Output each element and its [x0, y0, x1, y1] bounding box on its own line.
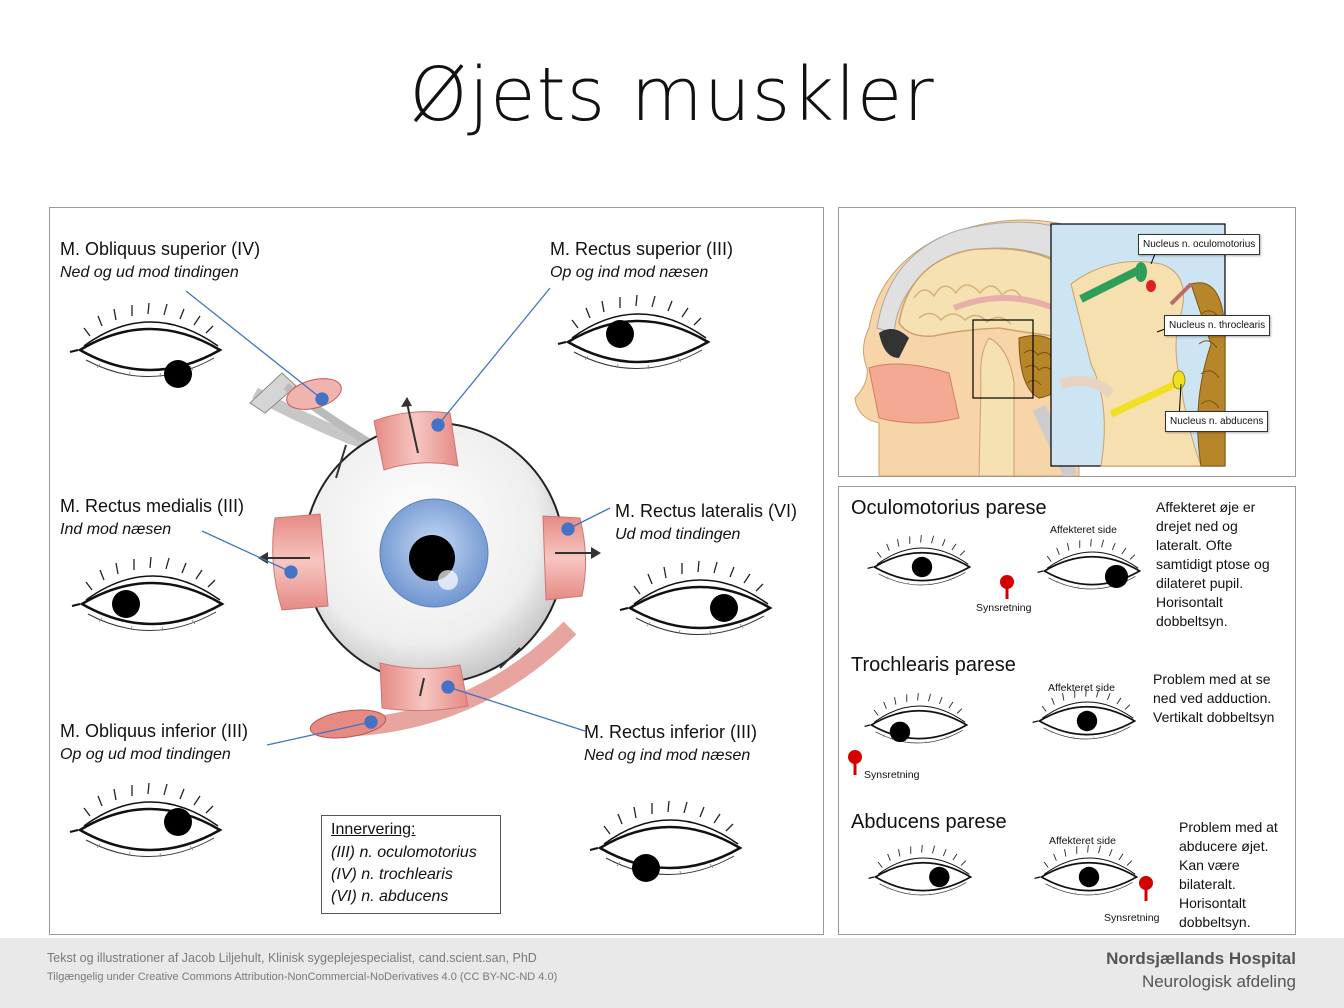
eye-rectus-lateralis: [618, 559, 772, 637]
muscle-function: Op og ud mod tindingen: [60, 746, 231, 763]
eye-obliquus-superior: [68, 301, 222, 388]
paresis-description: Problem med at se ned ved adduction. Ver…: [1153, 671, 1275, 725]
footer-dept: Neurologisk afdeling: [1141, 972, 1296, 991]
footer-credit: Tekst og illustrationer af Jacob Liljehu…: [47, 951, 537, 965]
innervation-line: (VI) n. abducens: [331, 888, 449, 905]
nucleus-label: Nucleus n. oculomotorius: [1138, 234, 1261, 255]
innervation-line: (IV) n. trochlearis: [331, 866, 453, 883]
muscles-panel: M. Obliquus superior (IV) Ned og ud mod …: [49, 207, 824, 935]
muscle-function: Ned og ud mod tindingen: [60, 264, 239, 281]
muscle-function: Ned og ind mod næsen: [584, 747, 751, 764]
muscle-name: M. Obliquus inferior (III): [60, 721, 249, 741]
brain-illustration: [854, 219, 1226, 476]
innervation-line: (III) n. oculomotorius: [331, 844, 477, 861]
muscle-function: Ind mod næsen: [60, 521, 172, 538]
eye-normal: [867, 844, 972, 897]
affected-side-label: Affekteret side: [1049, 835, 1116, 847]
muscle-name: M. Obliquus superior (IV): [60, 239, 261, 259]
eye-affected: [863, 692, 968, 745]
paresis-title: Oculomotorius parese: [851, 497, 1047, 519]
gaze-direction-label: Synsretning: [1104, 912, 1160, 924]
footer-org: Nordsjællands Hospital: [1106, 949, 1296, 968]
paresis-description: Problem med at abducere øjet. Kan være b…: [1179, 819, 1278, 930]
muscle-function: Ud mod tindingen: [615, 526, 741, 543]
eye-rectus-medialis: [70, 555, 224, 633]
innervation-heading: Innervering:: [331, 821, 416, 838]
paresis-description: Affekteret øje er drejet ned og lateralt…: [1156, 499, 1270, 629]
eye-affected: [1033, 844, 1138, 897]
muscle-name: M. Rectus superior (III): [550, 239, 734, 259]
eye-affected: [1036, 538, 1141, 591]
affected-side-label: Affekteret side: [1048, 682, 1115, 694]
nucleus-label: Nucleus n. throclearis: [1164, 315, 1271, 336]
paresis-title: Trochlearis parese: [851, 654, 1016, 676]
eyeball-illustration: [68, 287, 772, 882]
muscle-name: M. Rectus medialis (III): [60, 496, 245, 516]
eye-rectus-inferior: [588, 799, 742, 882]
eye-rectus-superior: [556, 293, 710, 371]
gaze-marker: [848, 750, 862, 775]
gaze-marker: [1000, 575, 1014, 599]
eye-obliquus-inferior: [68, 781, 222, 859]
innervation-box: Innervering: (III) n. oculomotorius (IV)…: [321, 815, 501, 914]
eye-normal: [866, 534, 971, 587]
gaze-direction-label: Synsretning: [976, 602, 1032, 614]
muscle-name: M. Rectus inferior (III): [584, 722, 758, 742]
brain-panel: Nucleus n. oculomotorius Nucleus n. thro…: [838, 207, 1296, 477]
nucleus-label: Nucleus n. abducens: [1165, 411, 1269, 432]
footer: Tekst og illustrationer af Jacob Liljehu…: [0, 938, 1344, 1008]
gaze-marker: [1139, 876, 1153, 901]
muscle-function: Op og ind mod næsen: [550, 264, 709, 281]
footer-license: Tilgængelig under Creative Commons Attri…: [47, 971, 558, 983]
eye-normal: [1031, 688, 1136, 741]
pareses-panel: Oculomotorius parese Affekteret side Syn…: [838, 486, 1296, 935]
affected-side-label: Affekteret side: [1050, 524, 1117, 536]
gaze-direction-label: Synsretning: [864, 769, 920, 781]
muscle-name: M. Rectus lateralis (VI): [615, 501, 798, 521]
page-title: Øjets muskler: [409, 52, 935, 138]
paresis-title: Abducens parese: [851, 811, 1007, 833]
pareses-illustration: [848, 534, 1153, 901]
